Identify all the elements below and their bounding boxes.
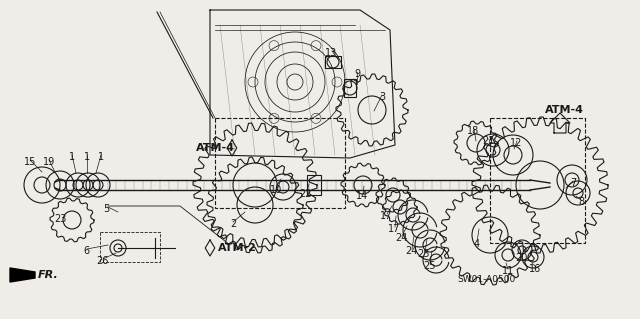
Text: 17: 17 — [388, 224, 400, 234]
Text: 23: 23 — [54, 214, 66, 224]
Text: 24: 24 — [405, 246, 417, 256]
Text: 19: 19 — [43, 157, 55, 167]
Text: 1: 1 — [69, 152, 75, 162]
Text: 24: 24 — [395, 233, 407, 243]
Text: 21: 21 — [482, 136, 494, 146]
Text: 6: 6 — [83, 246, 89, 256]
Text: 18: 18 — [467, 126, 479, 136]
Text: ATM-4: ATM-4 — [196, 143, 235, 153]
Text: 17: 17 — [380, 211, 392, 221]
Text: ATM-4: ATM-4 — [545, 105, 584, 115]
Text: 20: 20 — [515, 253, 527, 263]
Bar — [215, 118, 345, 208]
Text: 1: 1 — [98, 152, 104, 162]
Text: SW01-A0500: SW01-A0500 — [457, 276, 515, 285]
Text: 8: 8 — [578, 197, 584, 207]
Bar — [344, 79, 356, 97]
Text: 5: 5 — [103, 204, 109, 214]
Text: 15: 15 — [24, 157, 36, 167]
Bar — [325, 56, 341, 68]
Text: 26: 26 — [96, 256, 108, 266]
Text: 1: 1 — [84, 152, 90, 162]
Text: 14: 14 — [356, 191, 368, 201]
Text: 25: 25 — [423, 261, 435, 271]
Text: ATM-2: ATM-2 — [218, 243, 257, 253]
Text: 9: 9 — [354, 69, 360, 79]
Text: FR.: FR. — [38, 270, 59, 280]
Text: 13: 13 — [325, 48, 337, 58]
Text: 16: 16 — [529, 264, 541, 274]
Text: 2: 2 — [230, 219, 236, 229]
Text: 22: 22 — [300, 189, 312, 199]
Text: 3: 3 — [379, 92, 385, 102]
Bar — [100, 232, 160, 262]
Text: 25: 25 — [418, 249, 430, 259]
Polygon shape — [10, 268, 35, 282]
Bar — [490, 118, 585, 243]
Text: 10: 10 — [270, 185, 282, 195]
Text: 12: 12 — [510, 138, 522, 148]
Bar — [307, 175, 321, 195]
Text: 11: 11 — [502, 266, 514, 276]
Text: 4: 4 — [474, 239, 480, 249]
Text: 7: 7 — [570, 178, 576, 188]
